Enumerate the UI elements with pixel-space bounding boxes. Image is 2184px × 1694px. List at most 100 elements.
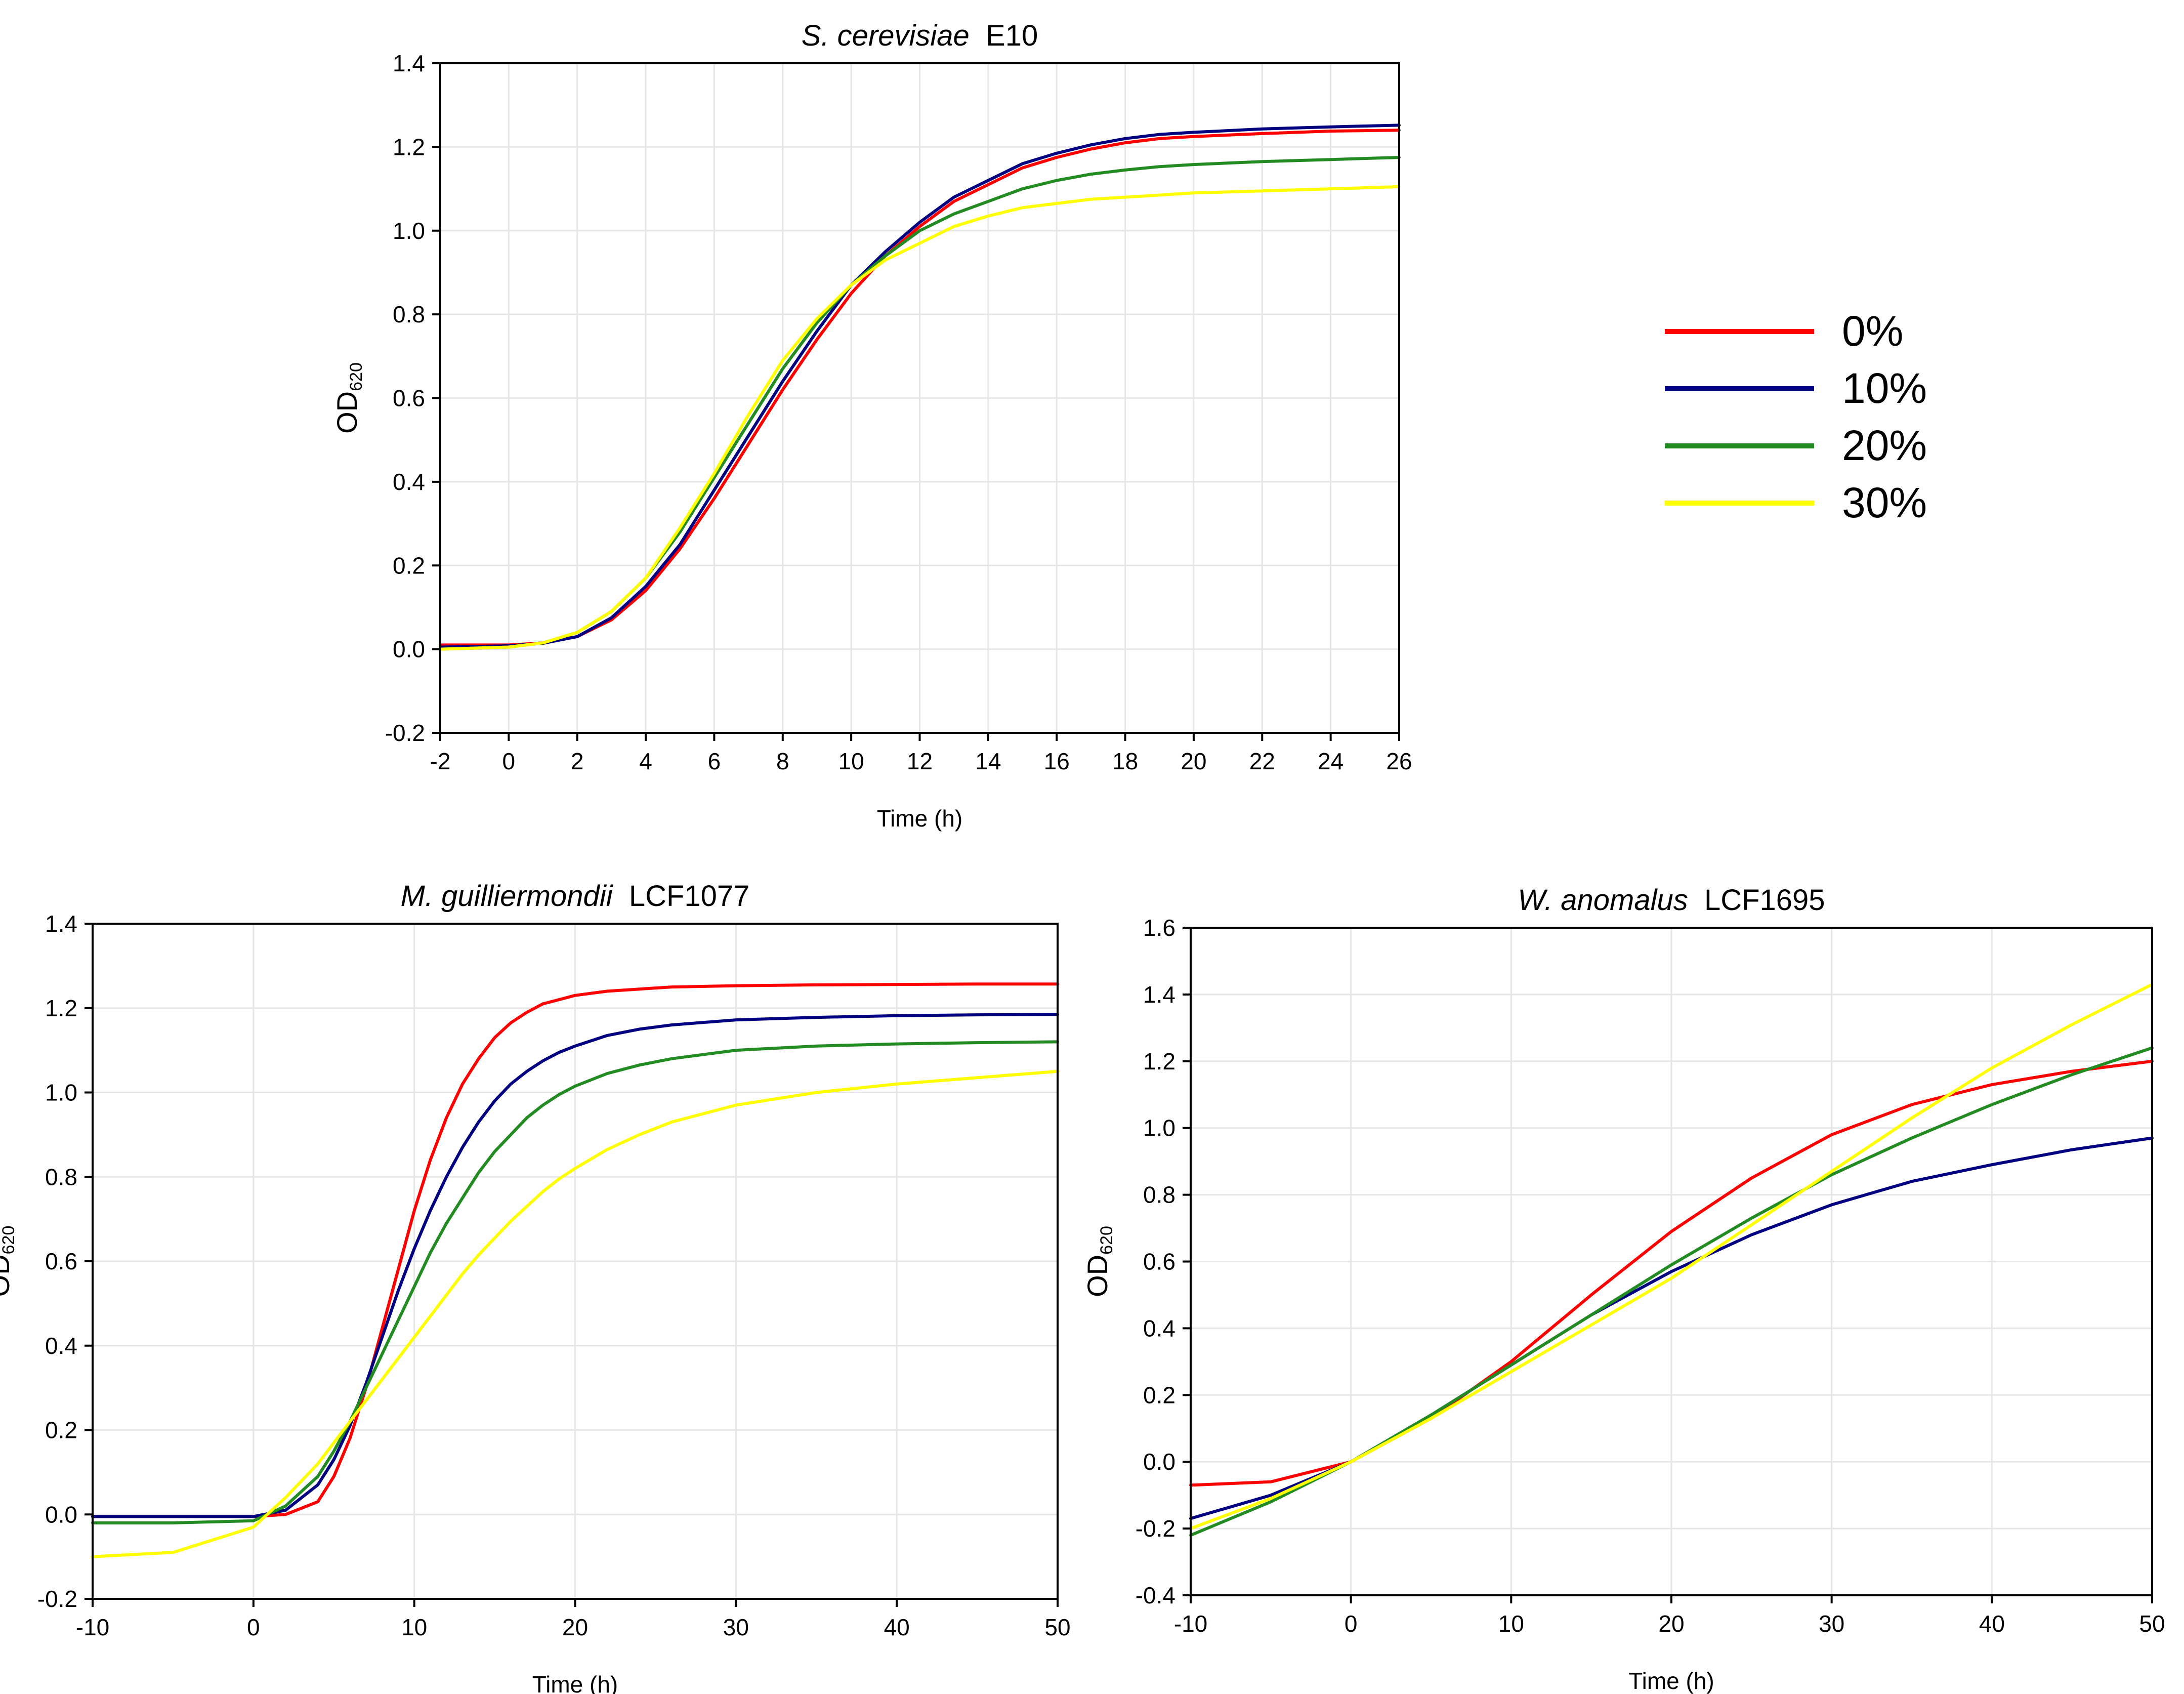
x-tick-label: 30 bbox=[723, 1614, 749, 1640]
x-tick-label: 20 bbox=[562, 1614, 588, 1640]
y-tick-label: 0.8 bbox=[45, 1164, 77, 1190]
chart-title-strain: E10 bbox=[970, 19, 1038, 52]
series-line-30pct bbox=[1189, 983, 2154, 1531]
series-line-10pct bbox=[439, 123, 1401, 649]
y-tick-label: 1.2 bbox=[393, 134, 425, 160]
x-tick-label: 50 bbox=[2139, 1610, 2165, 1637]
chart-title-species: M. guilliermondii bbox=[401, 880, 614, 913]
y-tick-label: 0.2 bbox=[45, 1417, 77, 1443]
y-tick-label: 0.4 bbox=[45, 1333, 77, 1359]
y-tick-label: 0.8 bbox=[393, 301, 425, 327]
y-tick-label: 1.4 bbox=[45, 911, 77, 937]
y-tick-label: -0.2 bbox=[1136, 1515, 1175, 1542]
gridlines bbox=[1191, 928, 2152, 1595]
chart-title: M. guilliermondii LCF1077 bbox=[401, 880, 750, 913]
chart-title: S. cerevisiae E10 bbox=[802, 19, 1038, 52]
y-axis-label: OD620 bbox=[0, 1226, 18, 1297]
series-line-30pct bbox=[439, 185, 1401, 651]
y-axis-label: OD620 bbox=[1081, 1226, 1116, 1297]
y-axis: -0.4 -0.2 0.0 0.2 0.4 0.6 0.8 1.0 1.2 1.4 1.6 bbox=[1136, 915, 1191, 1608]
y-tick-label: 0.0 bbox=[393, 636, 425, 663]
x-tick-label: 10 bbox=[1498, 1610, 1524, 1637]
y-tick-label: 1.6 bbox=[1143, 915, 1175, 941]
y-axis-label: OD620 bbox=[331, 362, 366, 434]
chart-title-strain: LCF1695 bbox=[1688, 884, 1825, 917]
y-tick-label: 0.0 bbox=[1143, 1449, 1175, 1475]
y-tick-label: 1.0 bbox=[393, 218, 425, 244]
gridlines bbox=[440, 63, 1399, 733]
x-tick-label: 40 bbox=[884, 1614, 910, 1640]
x-tick-label: 20 bbox=[1658, 1610, 1684, 1637]
y-tick-label: 1.4 bbox=[393, 50, 425, 76]
chart-title-strain: LCF1077 bbox=[613, 880, 750, 913]
x-tick-label: 24 bbox=[1318, 748, 1343, 774]
x-tick-label: 2 bbox=[571, 748, 584, 774]
series-group bbox=[439, 123, 1401, 651]
y-axis-label-sub: 620 bbox=[347, 362, 366, 391]
legend-label: 30% bbox=[1842, 479, 1927, 526]
y-tick-label: 1.0 bbox=[45, 1080, 77, 1106]
x-tick-label: 4 bbox=[639, 748, 652, 774]
series-group bbox=[91, 982, 1059, 1558]
x-tick-label: 12 bbox=[907, 748, 933, 774]
x-tick-label: 18 bbox=[1112, 748, 1138, 774]
y-axis-label-sub: 620 bbox=[1097, 1226, 1116, 1255]
x-tick-label: 40 bbox=[1979, 1610, 2005, 1637]
chart-title-species: S. cerevisiae bbox=[802, 19, 970, 52]
x-tick-label: 8 bbox=[776, 748, 789, 774]
y-tick-label: 0.6 bbox=[393, 385, 425, 411]
chart-m-guilliermondii: -10 0 10 20 30 40 50 -0.2 0.0 0.2 0.4 0.6 0.8 1.0 1.2 1… bbox=[0, 880, 1071, 1694]
y-tick-label: 0.4 bbox=[1143, 1315, 1175, 1341]
gridlines bbox=[93, 924, 1058, 1599]
x-axis: -10 0 10 20 30 40 50 bbox=[76, 1599, 1071, 1640]
x-axis: -2 0 2 4 6 8 10 12 14 16 18 20 22 24 26 bbox=[430, 733, 1412, 774]
y-tick-label: -0.2 bbox=[37, 1586, 77, 1612]
x-tick-label: 50 bbox=[1044, 1614, 1070, 1640]
y-axis-label-main: OD bbox=[331, 391, 363, 434]
series-line-30pct bbox=[91, 1069, 1059, 1558]
x-tick-label: 30 bbox=[1819, 1610, 1844, 1637]
x-tick-label: -10 bbox=[1174, 1610, 1207, 1637]
y-tick-label: 1.2 bbox=[1143, 1048, 1175, 1075]
series-line-0pct bbox=[91, 982, 1059, 1518]
x-tick-label: 22 bbox=[1249, 748, 1275, 774]
legend: 0% 10% 20% 30% bbox=[1665, 307, 1927, 526]
y-axis-label-sub: 620 bbox=[0, 1226, 18, 1255]
y-tick-label: 0.6 bbox=[1143, 1249, 1175, 1275]
series-group bbox=[1189, 983, 2154, 1537]
y-tick-label: 0.4 bbox=[393, 469, 425, 495]
y-tick-label: 0.6 bbox=[45, 1248, 77, 1274]
series-line-20pct bbox=[91, 1040, 1059, 1524]
x-axis-label: Time (h) bbox=[1628, 1668, 1714, 1694]
chart-title-species: W. anomalus bbox=[1518, 884, 1688, 917]
x-tick-label: 10 bbox=[838, 748, 864, 774]
y-tick-label: 0.0 bbox=[45, 1501, 77, 1527]
y-tick-label: -0.4 bbox=[1136, 1582, 1175, 1608]
x-tick-label: 20 bbox=[1181, 748, 1206, 774]
chart-w-anomalus: -10 0 10 20 30 40 50 -0.4 -0.2 0.0 0.2 0.4 0.6 0.8 1.0… bbox=[1081, 884, 2165, 1694]
y-axis-label-main: OD bbox=[0, 1254, 15, 1297]
x-tick-label: 14 bbox=[975, 748, 1001, 774]
x-tick-label: 16 bbox=[1044, 748, 1070, 774]
x-tick-label: 0 bbox=[247, 1614, 260, 1640]
x-axis: -10 0 10 20 30 40 50 bbox=[1174, 1595, 2165, 1637]
x-tick-label: 0 bbox=[1345, 1610, 1358, 1637]
legend-label: 0% bbox=[1842, 307, 1903, 355]
y-tick-label: 1.0 bbox=[1143, 1115, 1175, 1141]
legend-label: 20% bbox=[1842, 422, 1927, 469]
legend-label: 10% bbox=[1842, 364, 1927, 412]
x-tick-label: 6 bbox=[708, 748, 721, 774]
x-axis-label: Time (h) bbox=[532, 1671, 618, 1694]
y-tick-label: 1.4 bbox=[1143, 981, 1175, 1008]
chart-title: W. anomalus LCF1695 bbox=[1518, 884, 1825, 917]
y-axis-label-main: OD bbox=[1081, 1255, 1113, 1297]
y-tick-label: 1.2 bbox=[45, 995, 77, 1021]
x-tick-label: -10 bbox=[76, 1614, 109, 1640]
y-tick-label: 0.8 bbox=[1143, 1182, 1175, 1208]
x-tick-label: 10 bbox=[401, 1614, 427, 1640]
y-axis: -0.2 0.0 0.2 0.4 0.6 0.8 1.0 1.2 1.4 bbox=[37, 911, 93, 1612]
x-tick-label: 26 bbox=[1386, 748, 1412, 774]
y-tick-label: 0.2 bbox=[393, 552, 425, 579]
y-tick-label: 0.2 bbox=[1143, 1382, 1175, 1408]
